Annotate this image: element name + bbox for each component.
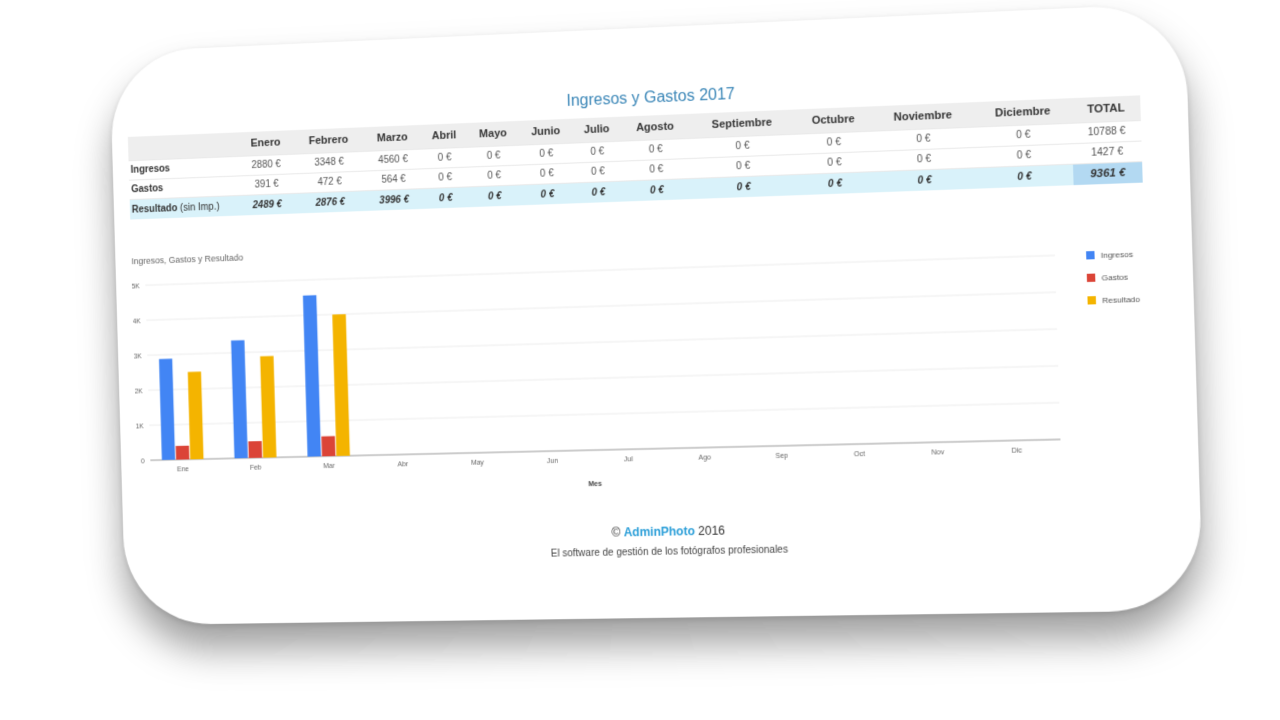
copyright-symbol: © (611, 525, 620, 539)
x-tick-label: Jul (624, 456, 634, 463)
x-tick-label: Jun (547, 458, 559, 465)
table-cell: 3996 € (365, 189, 422, 211)
x-tick-label: Feb (250, 464, 262, 471)
bar-ingresos (303, 295, 321, 457)
table-cell: 2880 € (238, 154, 294, 176)
table-cell: 0 € (468, 165, 520, 187)
legend-label-ingresos: Ingresos (1101, 250, 1133, 260)
table-cell: 0 € (873, 168, 976, 193)
y-tick-label: 4K (133, 318, 142, 325)
table-cell: 2876 € (295, 191, 366, 214)
table-cell: 3348 € (293, 151, 364, 173)
bar-resultado (332, 314, 350, 456)
bar-gastos (248, 441, 262, 458)
x-tick-label: Ene (177, 466, 189, 473)
gridline (148, 366, 1058, 390)
table-header-total: TOTAL (1071, 95, 1141, 123)
table-cell: 4560 € (364, 149, 421, 171)
table-cell: 0 € (574, 181, 623, 203)
copyright-year: 2016 (698, 523, 725, 538)
bar-chart: 0 1K 2K 3K 4K 5K Ene Feb Mar Abr May Jun Jul Ago Sep Oc… (132, 236, 1155, 523)
table-cell: 0 € (691, 175, 797, 200)
bar-ingresos (231, 340, 248, 458)
table-header: Diciembre (974, 98, 1072, 127)
bar-resultado (188, 372, 204, 460)
gridline (146, 292, 1056, 320)
table-cell: 0 € (468, 145, 520, 167)
table-header: Mayo (467, 121, 519, 147)
table-cell: 0 € (796, 172, 874, 196)
bar-ingresos (159, 359, 175, 460)
legend-label-gastos: Gastos (1101, 272, 1128, 282)
table-header: Febrero (293, 127, 365, 154)
table-cell: 564 € (365, 169, 422, 191)
y-tick-label: 3K (134, 353, 143, 360)
table-cell: 0 € (422, 187, 469, 209)
y-tick-label: 5K (132, 283, 141, 290)
row-label: Resultado (sin Imp.) (130, 195, 240, 219)
row-label-text: Ingresos (131, 164, 171, 176)
table-cell: 0 € (976, 164, 1074, 189)
legend-label-resultado: Resultado (1102, 295, 1141, 306)
bar-gastos (321, 436, 335, 456)
x-tick-label: Sep (775, 453, 788, 460)
row-label-subtext: (sin Imp.) (177, 201, 219, 213)
x-tick-label: Oct (854, 451, 865, 458)
table-cell-grand-total: 9361 € (1073, 162, 1143, 186)
legend-swatch-ingresos (1086, 251, 1095, 259)
x-tick-label: May (471, 459, 485, 466)
table-cell: 0 € (621, 138, 690, 161)
table-cell: 0 € (519, 143, 573, 165)
table-header: Julio (572, 117, 621, 143)
y-tick-label: 2K (135, 388, 144, 395)
gridline (149, 403, 1059, 426)
table-cell: 2489 € (239, 193, 295, 215)
table-cell: 0 € (469, 185, 521, 207)
x-tick-label: Nov (931, 449, 945, 457)
page-content: Ingresos y Gastos 2017 Enero Febrero Mar… (125, 5, 1156, 567)
legend-swatch-gastos (1087, 274, 1096, 282)
y-tick-label: 1K (136, 423, 145, 430)
table-header: Octubre (794, 106, 872, 134)
table-cell: 0 € (622, 179, 691, 202)
gridline (147, 329, 1057, 355)
bar-resultado (260, 356, 276, 458)
table-header: Junio (518, 119, 573, 146)
table-cell: 0 € (574, 161, 623, 183)
x-tick-label: Dic (1011, 447, 1022, 455)
table-cell: 0 € (422, 167, 469, 189)
bar-gastos (176, 446, 190, 460)
page-card: Ingresos y Gastos 2017 Enero Febrero Mar… (109, 3, 1203, 625)
table-header: Agosto (620, 114, 689, 141)
table-cell: 472 € (294, 171, 365, 193)
x-tick-label: Mar (323, 463, 335, 470)
footer: © AdminPhoto 2016 El software de gestión… (205, 515, 1156, 565)
table-cell: 0 € (421, 147, 468, 169)
table-header: Enero (238, 130, 294, 156)
brand-link[interactable]: AdminPhoto (623, 524, 695, 539)
chart-container: 0 1K 2K 3K 4K 5K Ene Feb Mar Abr May Jun Jul Ago Sep Oc… (132, 236, 1155, 523)
table-cell: 0 € (622, 158, 691, 181)
x-tick-label: Ago (698, 454, 711, 461)
x-axis-label: Mes (588, 481, 602, 488)
y-tick-label: 0 (141, 458, 145, 465)
row-label-text: Gastos (131, 183, 163, 195)
legend-swatch-resultado (1087, 296, 1096, 304)
table-header: Marzo (364, 125, 422, 151)
table-cell-total: 1427 € (1072, 141, 1142, 164)
x-tick-label: Abr (398, 461, 409, 468)
table-cell: 0 € (520, 163, 574, 185)
table-cell: 391 € (239, 174, 295, 196)
table-cell-total: 10788 € (1072, 120, 1142, 143)
table-header: Abril (420, 123, 467, 149)
x-axis-line (150, 439, 1060, 460)
table-cell: 0 € (573, 141, 622, 163)
row-label-text: Resultado (132, 203, 178, 215)
table-cell: 0 € (520, 183, 574, 205)
